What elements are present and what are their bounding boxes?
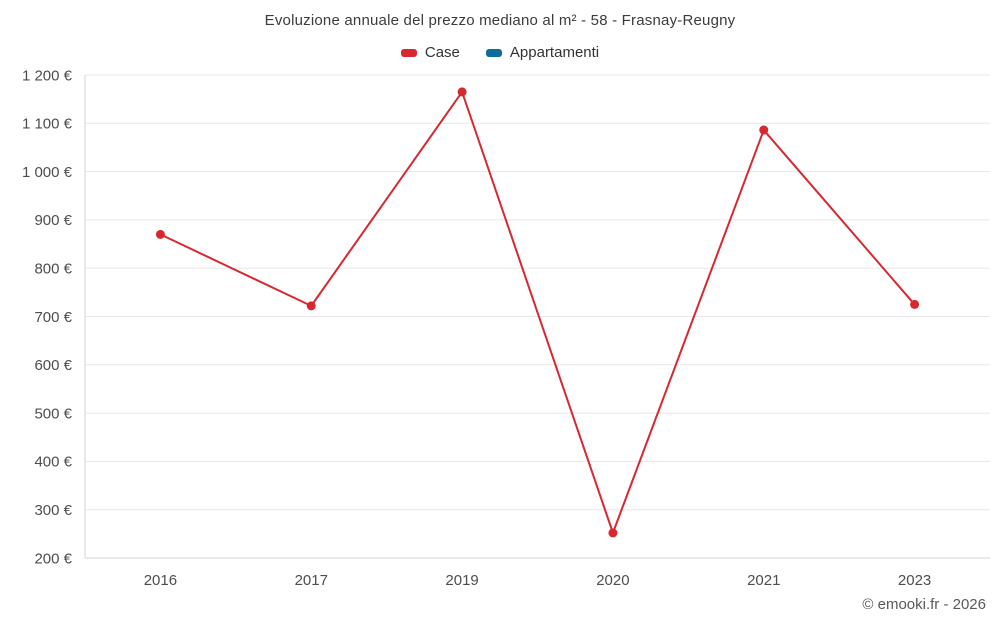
x-axis-tick-label: 2016 — [144, 572, 177, 589]
y-axis-tick-label: 700 € — [34, 309, 72, 326]
appartamenti-series-swatch-icon — [485, 48, 502, 57]
case-data-point[interactable] — [608, 528, 618, 538]
chart-title: Evoluzione annuale del prezzo mediano al… — [264, 12, 736, 29]
x-axis-tick-label: 2021 — [747, 572, 780, 589]
legend: Case Appartamenti — [0, 44, 1000, 61]
y-axis-tick-label: 1 000 € — [22, 164, 73, 181]
y-axis-tick-label: 1 200 € — [22, 67, 73, 84]
y-axis-tick-label: 1 100 € — [22, 116, 73, 133]
y-axis-tick-label: 500 € — [34, 405, 72, 422]
y-axis-tick-label: 300 € — [34, 502, 72, 519]
legend-label-appartamenti: Appartamenti — [509, 44, 600, 61]
case-data-point[interactable] — [306, 301, 316, 311]
x-axis-tick-label: 2020 — [596, 572, 629, 589]
case-data-point[interactable] — [759, 125, 769, 135]
case-series-swatch-icon — [400, 48, 417, 57]
legend-item-case[interactable]: Case — [400, 44, 460, 61]
legend-item-appartamenti[interactable]: Appartamenti — [485, 44, 600, 61]
x-axis-tick-label: 2023 — [898, 572, 931, 589]
footer-credit: © emooki.fr - 2026 — [862, 596, 986, 613]
case-data-point[interactable] — [457, 87, 467, 97]
y-axis-tick-label: 800 € — [34, 260, 72, 277]
x-axis-tick-label: 2017 — [295, 572, 328, 589]
y-axis-tick-label: 600 € — [34, 357, 72, 374]
case-series-line — [159, 90, 916, 534]
y-axis-tick-label: 400 € — [34, 454, 72, 471]
case-data-point[interactable] — [910, 299, 920, 309]
y-axis-tick-label: 200 € — [34, 550, 72, 567]
legend-label-case: Case — [424, 44, 460, 61]
case-data-point[interactable] — [155, 229, 165, 239]
y-axis-tick-label: 900 € — [34, 212, 72, 229]
x-axis-tick-label: 2019 — [445, 572, 478, 589]
